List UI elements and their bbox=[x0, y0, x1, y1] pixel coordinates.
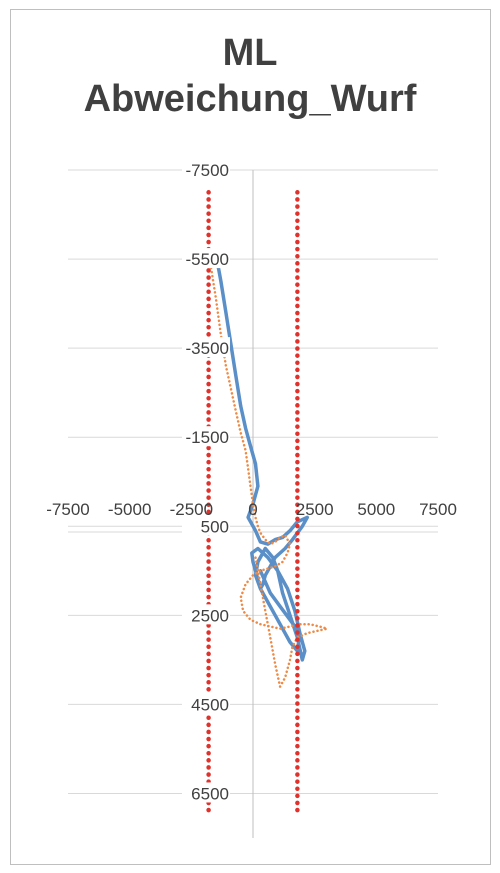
y-tick-label-3: -1500 bbox=[186, 428, 229, 447]
x-tick-label-0: -7500 bbox=[46, 500, 89, 519]
y-tick-label-bg-0 bbox=[182, 159, 230, 179]
chart-title: ML Abweichung_Wurf bbox=[0, 30, 500, 122]
x-tick-label-1: -5000 bbox=[108, 500, 151, 519]
y-tick-label-0: -7500 bbox=[186, 161, 229, 180]
y-tick-label-bg-2 bbox=[182, 337, 230, 358]
y-tick-label-2: -3500 bbox=[186, 339, 229, 358]
y-tick-label-bg-7 bbox=[182, 782, 230, 803]
y-tick-label-7: 6500 bbox=[191, 784, 229, 803]
y-tick-label-4: 500 bbox=[201, 517, 229, 536]
y-tick-label-6: 4500 bbox=[191, 695, 229, 714]
y-tick-label-bg-3 bbox=[182, 426, 230, 447]
chart-title-line-1: ML bbox=[222, 32, 278, 74]
y-tick-label-bg-4 bbox=[182, 515, 230, 536]
y-tick-label-1: -5500 bbox=[186, 250, 229, 269]
x-tick-label-4: 2500 bbox=[296, 500, 334, 519]
x-tick-label-5: 5000 bbox=[357, 500, 395, 519]
x-tick-label-6: 7500 bbox=[419, 500, 457, 519]
y-tick-label-bg-1 bbox=[182, 248, 230, 269]
series-1-line bbox=[209, 266, 329, 688]
x-tick-label-2: -2500 bbox=[170, 500, 213, 519]
y-tick-label-5: 2500 bbox=[191, 606, 229, 625]
y-tick-label-bg-5 bbox=[182, 604, 230, 625]
series-0-line bbox=[214, 252, 310, 662]
chart-title-line-2: Abweichung_Wurf bbox=[83, 78, 417, 120]
x-tick-label-3: 0 bbox=[248, 500, 257, 519]
y-tick-label-bg-6 bbox=[182, 693, 230, 714]
